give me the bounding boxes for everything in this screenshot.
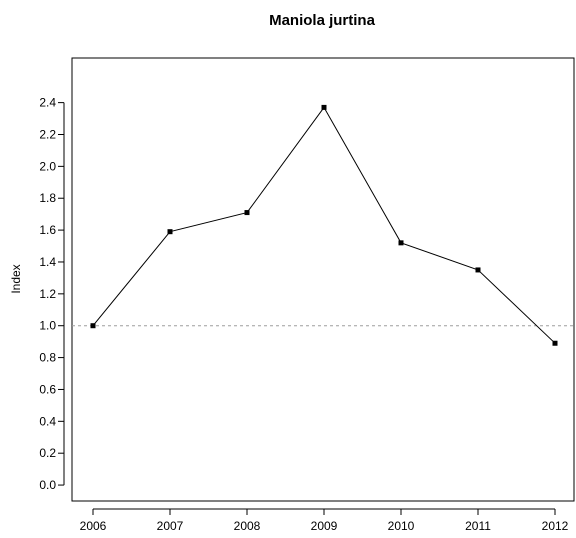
data-point: [244, 210, 250, 216]
y-tick-label: 1.2: [39, 287, 56, 301]
x-tick-label: 2006: [80, 519, 107, 533]
data-point: [321, 104, 327, 110]
y-tick-label: 2.0: [39, 159, 56, 173]
y-tick-label: 1.8: [39, 191, 56, 205]
x-axis: 2006 2007 2008 2009 2010 2011 2012: [80, 508, 569, 533]
y-tick-label: 1.6: [39, 223, 56, 237]
x-tick-label: 2007: [157, 519, 184, 533]
x-tick-label: 2011: [465, 519, 491, 533]
y-tick-label: 1.4: [39, 255, 56, 269]
data-point: [90, 323, 96, 329]
x-tick-label: 2009: [311, 519, 338, 533]
data-point: [475, 267, 481, 273]
plot-area: [71, 57, 575, 502]
y-tick-label: 2.2: [39, 127, 56, 141]
chart-title: Maniola jurtina: [269, 12, 376, 29]
y-tick-label: 0.2: [39, 446, 56, 460]
series-group: [90, 104, 558, 346]
y-tick-label: 1.0: [39, 319, 56, 333]
y-axis-label: Index: [9, 264, 23, 293]
x-tick-label: 2012: [542, 519, 569, 533]
y-tick-label: 0.8: [39, 351, 56, 365]
y-tick-label: 0.0: [39, 478, 56, 492]
x-tick-label: 2010: [388, 519, 415, 533]
y-tick-label: 2.4: [39, 96, 56, 110]
series-line: [92, 106, 556, 344]
x-tick-label: 2008: [234, 519, 261, 533]
y-tick-label: 0.6: [39, 382, 56, 396]
data-point: [552, 340, 558, 346]
y-axis: 0.0 0.2 0.4 0.6 0.8 1.0 1.2 1.4 1.6 1.8 2.0 2.2 2.4: [39, 96, 65, 492]
y-tick-label: 0.4: [39, 414, 56, 428]
data-point: [398, 240, 404, 246]
data-point: [167, 229, 173, 235]
